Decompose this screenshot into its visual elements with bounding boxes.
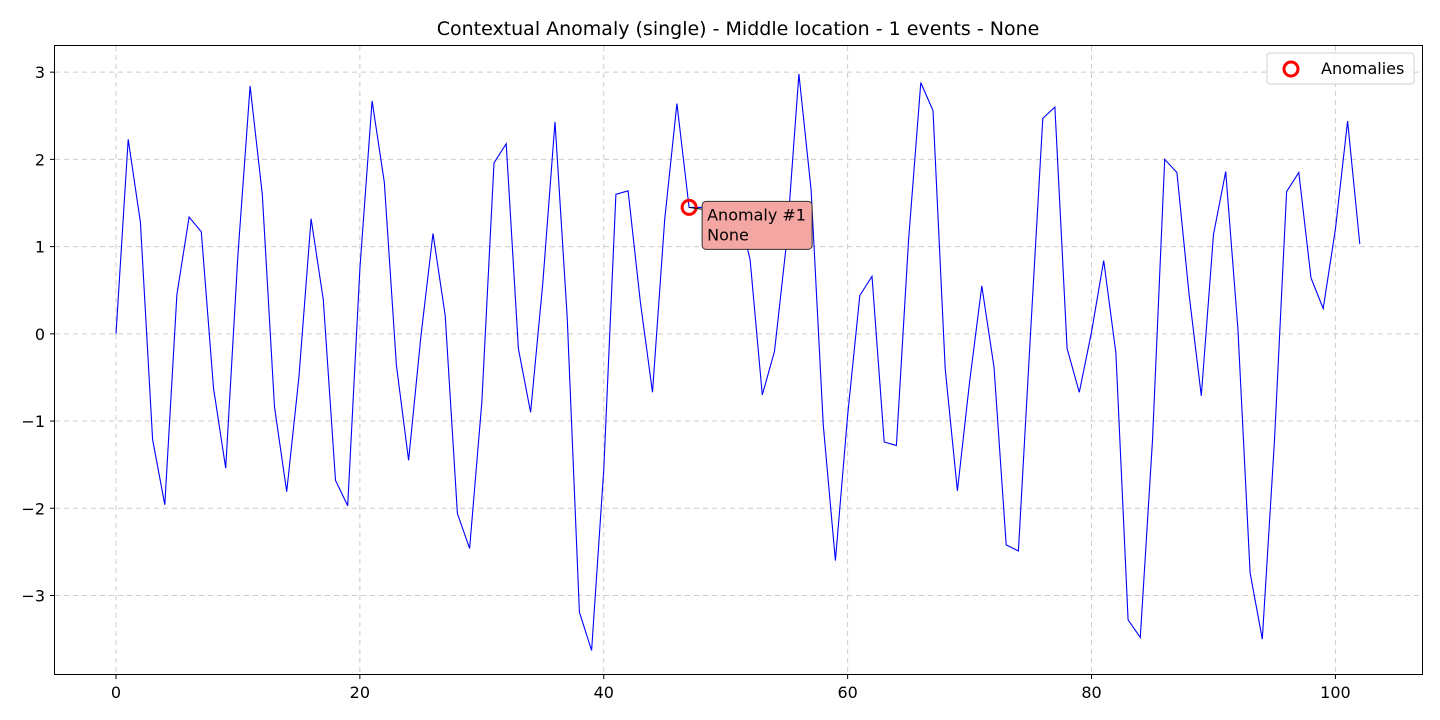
- legend-label: Anomalies: [1321, 59, 1404, 78]
- legend-anomaly-marker: [1282, 60, 1300, 78]
- y-tick-label: 3: [35, 63, 45, 82]
- annotation-box: [701, 200, 813, 250]
- y-tick-label: 2: [35, 150, 45, 169]
- anomaly-marker: [680, 198, 698, 216]
- axis-ticks: 0 20 40 60 80 100 3 2 1 0 −1 −2 −3: [21, 63, 1350, 702]
- annotation-detail: None: [707, 225, 749, 244]
- y-tick-label: −2: [21, 499, 45, 518]
- legend-box: [1266, 52, 1415, 85]
- y-tick-label: −3: [21, 587, 45, 606]
- anomaly-layer: [680, 198, 698, 216]
- x-tick-label: 100: [1320, 683, 1351, 702]
- x-tick-label: 80: [1081, 683, 1101, 702]
- y-tick-label: 1: [35, 238, 45, 257]
- x-tick-label: 20: [350, 683, 370, 702]
- chart-title: Contextual Anomaly (single) - Middle loc…: [437, 18, 1040, 40]
- x-tick-label: 40: [594, 683, 614, 702]
- x-tick-label: 0: [111, 683, 121, 702]
- annotation-connector: [689, 206, 704, 210]
- legend: Anomalies: [1266, 52, 1415, 85]
- annotation-title: Anomaly #1: [707, 205, 806, 224]
- x-tick-label: 60: [837, 683, 857, 702]
- grid: [55, 46, 1422, 674]
- y-tick-label: −1: [21, 412, 45, 431]
- y-tick-label: 0: [35, 325, 45, 344]
- plot-frame: [54, 45, 1423, 675]
